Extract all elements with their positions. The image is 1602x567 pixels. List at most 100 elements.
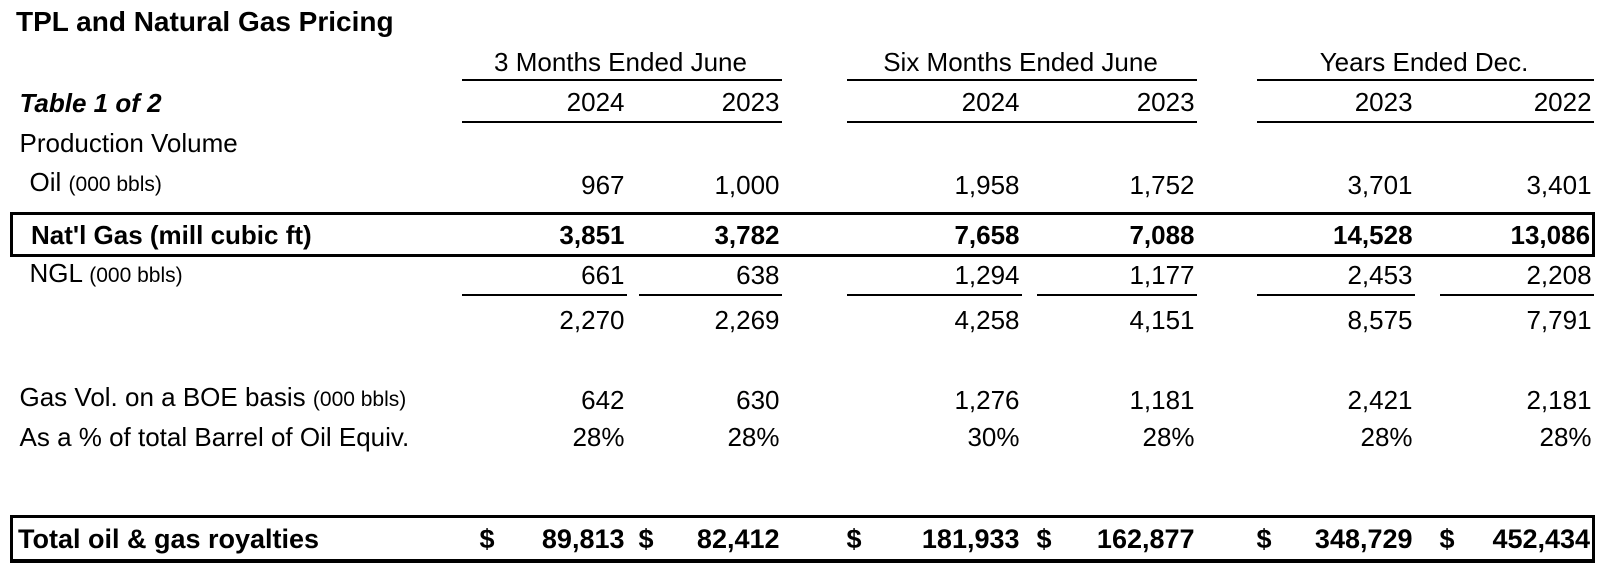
spacer-cell [782, 162, 847, 204]
ngl-c3: 1,294 [846, 255, 1022, 296]
section-label-production-volume: Production Volume [19, 128, 238, 158]
ngl-c5: 2,453 [1256, 255, 1415, 296]
oil-c4: 1,752 [1129, 170, 1195, 200]
pct-c2: 28% [727, 422, 780, 452]
natgas-c6: 13,086 [1439, 211, 1596, 257]
row-ngl-label: NGL (000 bbls) [12, 255, 462, 295]
royalties-c5: $ 348,729 [1256, 514, 1415, 563]
royalties-c6-value: 452,434 [1492, 524, 1591, 554]
dollar-sign: $ [479, 524, 495, 554]
totalvol-c2: 2,269 [714, 305, 780, 335]
oil-c6: 3,401 [1526, 170, 1592, 200]
spacer-cell [1022, 295, 1037, 339]
gasvol-c3: 1,276 [954, 385, 1020, 415]
col-group-6mo-label: Six Months Ended June [846, 46, 1197, 81]
natgas-c4: 7,088 [1036, 211, 1197, 257]
natgas-c2: 3,782 [638, 211, 782, 257]
royalties-c4-value: 162,877 [1096, 524, 1195, 554]
gasvol-c2: 630 [736, 385, 780, 415]
row-total-volume: 2,270 2,269 4,258 4,151 8,575 7,791 [12, 295, 1594, 339]
spacer-cell [626, 514, 639, 563]
ngl-c1: 661 [461, 255, 627, 296]
row-gas-vol-boe-label-text: Gas Vol. on a BOE basis [19, 382, 306, 412]
pct-c5: 28% [1360, 422, 1413, 452]
row-gas-vol-boe: Gas Vol. on a BOE basis (000 bbls) 642 6… [12, 381, 1594, 418]
spacer-cell [781, 211, 847, 257]
totalvol-c5: 8,575 [1347, 305, 1413, 335]
table-label: Table 1 of 2 [19, 88, 162, 118]
royalties-c3-value: 181,933 [921, 524, 1020, 554]
royalties-c2-value: 82,412 [696, 524, 780, 554]
dollar-sign: $ [1036, 524, 1052, 554]
column-groups-row: 3 Months Ended June Six Months Ended Jun… [12, 46, 1594, 81]
spacer-cell [1414, 211, 1440, 257]
spacer-cell [1415, 418, 1440, 455]
spacer-cell [781, 514, 847, 563]
spacer-cell [12, 46, 462, 80]
spacer-cell [1415, 162, 1440, 204]
ngl-c2: 638 [638, 255, 782, 296]
spacer-cell [1414, 80, 1440, 123]
pct-c3: 30% [967, 422, 1020, 452]
royalties-c1-value: 89,813 [541, 524, 625, 554]
spacer-cell [627, 418, 639, 455]
year-dec-2023: 2023 [1256, 80, 1415, 123]
spacer-cell [1197, 80, 1257, 122]
totalvol-c4: 4,151 [1129, 305, 1195, 335]
spacer-cell [782, 46, 847, 80]
spacer-cell [627, 255, 639, 295]
row-gas-vol-boe-label: Gas Vol. on a BOE basis (000 bbls) [12, 381, 462, 418]
row-oil: Oil (000 bbls) 967 1,000 1,958 1,752 3,7… [12, 162, 1594, 204]
spacer-cell [1196, 211, 1257, 257]
oil-c1: 967 [581, 170, 625, 200]
totalvol-c1: 2,270 [559, 305, 625, 335]
spacer-cell [1197, 255, 1257, 295]
spacer-cell [626, 80, 639, 123]
pct-c1: 28% [572, 422, 625, 452]
natgas-c5: 14,528 [1256, 211, 1415, 257]
spacer-cell [1415, 255, 1440, 295]
gasvol-c1: 642 [581, 385, 625, 415]
spacer-cell [1197, 162, 1257, 204]
spacer-cell [12, 204, 1594, 213]
year-dec-2022: 2022 [1439, 80, 1594, 123]
gasvol-c4: 1,181 [1129, 385, 1195, 415]
dollar-sign: $ [638, 524, 654, 554]
col-group-3mo-label: 3 Months Ended June [461, 46, 782, 81]
spacer-cell [1197, 295, 1257, 339]
col-group-dec-label: Years Ended Dec. [1256, 46, 1594, 81]
spacer-cell [462, 122, 1594, 162]
oil-c3: 1,958 [954, 170, 1020, 200]
royalties-c5-value: 348,729 [1314, 524, 1413, 554]
spacer-row [12, 339, 1594, 381]
row-ngl: NGL (000 bbls) 661 638 1,294 1,177 2,453… [12, 255, 1594, 296]
pct-c4: 28% [1142, 422, 1195, 452]
spacer-cell [627, 295, 639, 339]
spacer-cell [1022, 255, 1037, 295]
spacer-cell [12, 339, 1594, 381]
totalvol-c3: 4,258 [954, 305, 1020, 335]
ngl-c6: 2,208 [1439, 255, 1594, 296]
row-pct-of-boe: As a % of total Barrel of Oil Equiv. 28%… [12, 418, 1594, 455]
spacer-cell [1415, 381, 1440, 418]
year-header-row: Table 1 of 2 2024 2023 2024 2023 2023 20… [12, 80, 1594, 123]
spacer-cell [1197, 418, 1257, 455]
gasvol-c6: 2,181 [1526, 385, 1592, 415]
spacer-cell [1196, 514, 1257, 563]
spacer-row [12, 204, 1594, 213]
oil-c2: 1,000 [714, 170, 780, 200]
year-6mo-2024: 2024 [846, 80, 1022, 123]
row-oil-label-text: Oil [29, 167, 62, 197]
natgas-c1: 3,851 [461, 211, 627, 257]
dollar-sign: $ [1439, 524, 1455, 554]
row-ngl-unit: (000 bbls) [89, 264, 183, 287]
spacer-row [12, 455, 1594, 516]
dollar-sign: $ [846, 524, 862, 554]
pct-c6: 28% [1539, 422, 1592, 452]
spacer-cell [782, 381, 847, 418]
spacer-cell [12, 455, 1594, 516]
spacer-cell [627, 162, 639, 204]
row-oil-label: Oil (000 bbls) [12, 162, 462, 204]
spacer-cell [1021, 80, 1037, 123]
dollar-sign: $ [1256, 524, 1272, 554]
